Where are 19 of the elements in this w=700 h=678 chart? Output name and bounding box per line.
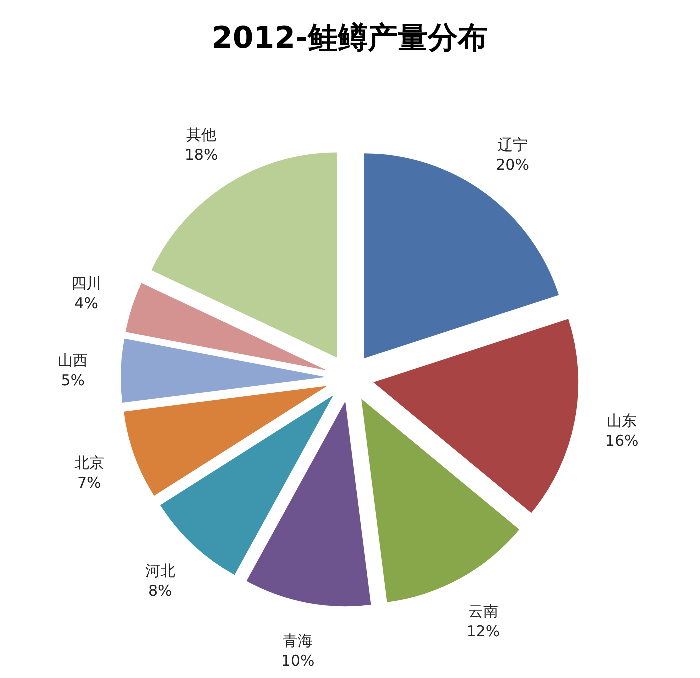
data-label: 20%: [496, 156, 530, 174]
data-label: 8%: [148, 582, 172, 600]
slice-label: 青海: [283, 632, 314, 650]
slice-label: 北京: [74, 454, 104, 472]
data-label: 7%: [77, 474, 102, 492]
data-label: 12%: [466, 622, 500, 641]
data-label: 10%: [281, 652, 315, 670]
slice-label: 辽宁: [498, 136, 528, 154]
chart-title: 2012-鲑鳟产量分布: [212, 21, 488, 56]
data-label: 16%: [605, 432, 639, 450]
data-label: 18%: [184, 146, 218, 164]
slice-label: 云南: [468, 602, 498, 621]
slice-label: 河北: [145, 562, 176, 580]
slice-label: 山东: [607, 412, 638, 430]
slice-label: 山西: [58, 351, 88, 370]
slice-label: 其他: [186, 126, 217, 144]
slice-label: 四川: [72, 274, 102, 292]
data-label: 5%: [61, 371, 86, 390]
data-label: 4%: [74, 294, 98, 312]
